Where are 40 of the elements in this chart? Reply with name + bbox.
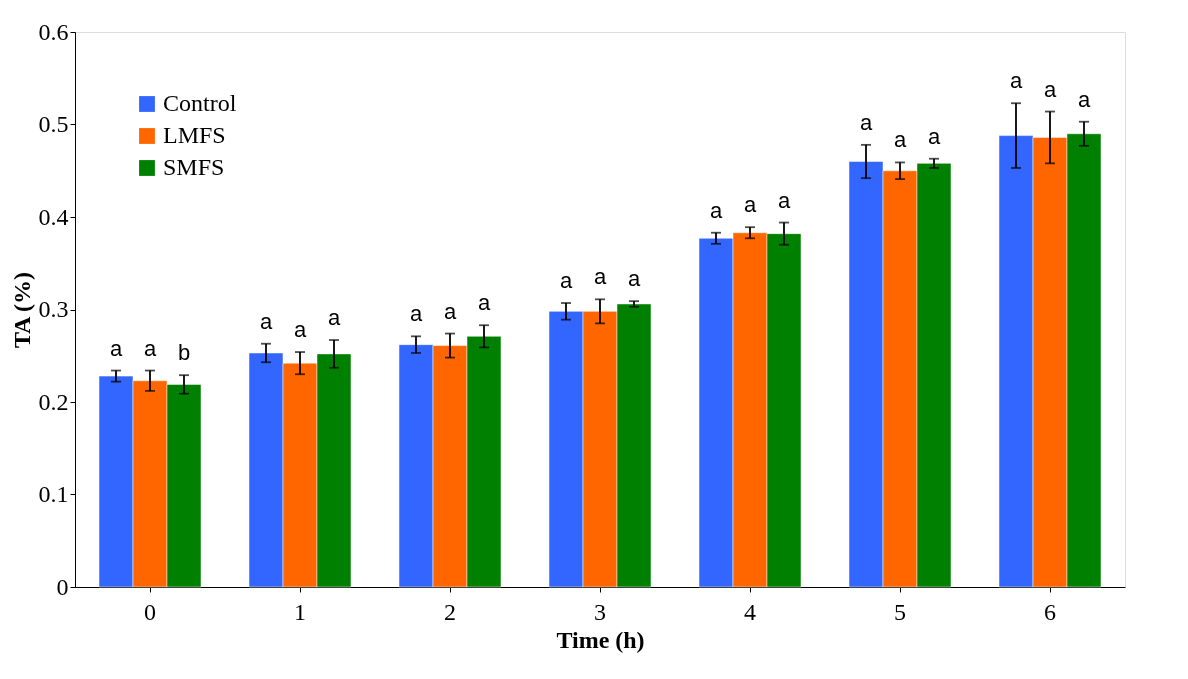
annotation: a xyxy=(743,192,757,218)
annotation: a xyxy=(709,197,723,223)
y-tick-label: 0.1 xyxy=(38,481,69,507)
x-tick-label: 3 xyxy=(594,598,606,625)
annotation: a xyxy=(627,266,641,292)
annotation: a xyxy=(1043,76,1057,102)
y-tick-label: 0.2 xyxy=(38,388,69,415)
y-tick-label: 0 xyxy=(56,573,69,600)
annotation: a xyxy=(259,308,273,334)
annotation: b xyxy=(177,340,191,366)
legend-label: Control xyxy=(163,90,237,116)
annotation: a xyxy=(859,109,873,135)
y-tick-label: 0.3 xyxy=(38,296,69,322)
x-tick-label: 0 xyxy=(144,598,156,625)
legend-label: LMFS xyxy=(163,122,226,148)
annotation: a xyxy=(327,305,341,331)
y-tick-label: 0.6 xyxy=(38,18,69,45)
annotation: a xyxy=(443,298,457,324)
y-tick-label: 0.4 xyxy=(38,203,69,230)
x-tick-label: 5 xyxy=(894,598,906,625)
annotation: a xyxy=(559,268,573,294)
x-tick-label: 6 xyxy=(1044,598,1056,625)
x-tick-label: 4 xyxy=(744,598,756,625)
annotation: a xyxy=(293,317,307,343)
y-tick-label: 0.5 xyxy=(38,111,69,137)
annotation: a xyxy=(927,123,941,149)
annotation: a xyxy=(409,301,423,327)
annotation: a xyxy=(777,187,791,213)
annotation: a xyxy=(109,335,123,361)
annotation: a xyxy=(1077,86,1091,112)
x-tick-label: 1 xyxy=(294,598,306,625)
annotation: a xyxy=(593,264,607,290)
x-tick-label: 2 xyxy=(444,598,456,625)
y-axis-title: TA (%) xyxy=(8,271,35,349)
legend-label: SMFS xyxy=(163,154,225,180)
annotation: a xyxy=(143,335,157,361)
x-axis-title: Time (h) xyxy=(556,626,645,653)
annotation: a xyxy=(1009,68,1023,94)
annotation: a xyxy=(477,290,491,316)
annotation: a xyxy=(893,127,907,153)
